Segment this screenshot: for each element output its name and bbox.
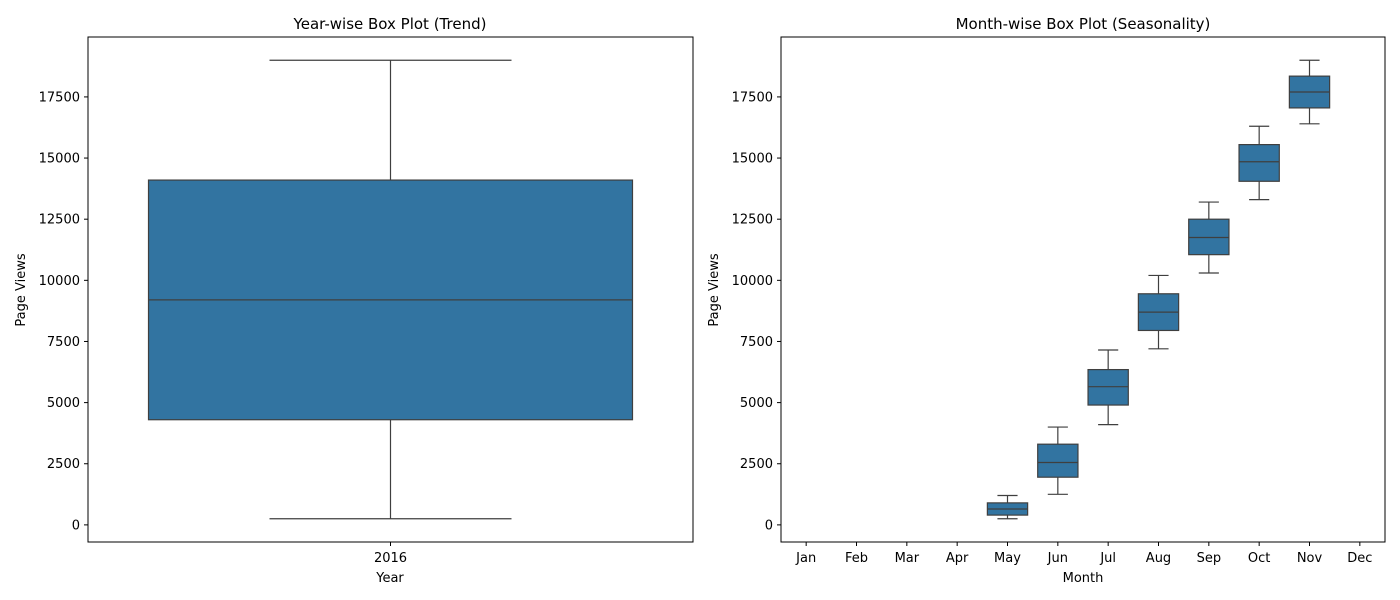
plot-area: 0 2500 5000 7500 10000 12500 15000 17500 2016 [39, 36, 694, 566]
y-tick-label: 0 [72, 518, 80, 533]
box-nov [1288, 59, 1331, 125]
chart-year-wise: Year-wise Box Plot (Trend) Page Views Ye… [14, 15, 694, 586]
x-tick-label: Jun [1047, 551, 1068, 566]
y-tick-label: 7500 [47, 335, 80, 350]
axes-frame [780, 36, 1386, 543]
y-tick-label: 0 [765, 518, 773, 533]
chart-month-wise: Month-wise Box Plot (Seasonality) Page V… [707, 15, 1386, 586]
y-tick-label: 10000 [732, 274, 773, 289]
x-tick-label: May [994, 551, 1021, 566]
x-tick-label: Mar [895, 551, 920, 566]
y-tick-label: 12500 [732, 213, 773, 228]
x-tick-label: Aug [1146, 551, 1171, 566]
y-tick-label: 12500 [39, 213, 80, 228]
chart-title: Month-wise Box Plot (Seasonality) [956, 15, 1211, 33]
y-axis-label: Page Views [707, 253, 722, 326]
x-axis-label: Month [1063, 571, 1104, 586]
y-tick-label: 2500 [47, 457, 80, 472]
box-body [1087, 368, 1129, 406]
y-tick-label: 10000 [39, 274, 80, 289]
box-2016 [147, 59, 634, 520]
box-may [986, 494, 1029, 520]
x-tick-label: Jan [795, 551, 816, 566]
plot-area: 0 2500 5000 7500 10000 12500 15000 17500 Jan Feb M… [732, 36, 1386, 566]
y-tick-label: 15000 [732, 152, 773, 167]
x-tick-label: Jul [1099, 551, 1116, 566]
x-tick-label: Sep [1197, 551, 1222, 566]
y-tick-label: 17500 [39, 90, 80, 105]
y-axis-label: Page Views [14, 253, 29, 326]
box-body [1188, 218, 1230, 256]
box-body [1037, 443, 1079, 478]
box-sep [1188, 201, 1230, 274]
chart-title: Year-wise Box Plot (Trend) [293, 15, 487, 33]
x-tick-label: 2016 [374, 551, 407, 566]
box-oct [1238, 125, 1280, 201]
y-tick-label: 5000 [740, 396, 773, 411]
box-aug [1137, 274, 1180, 350]
x-tick-label: Apr [946, 551, 969, 566]
x-tick-label: Nov [1297, 551, 1323, 566]
box-jun [1037, 426, 1079, 495]
x-axis-label: Year [375, 571, 404, 586]
y-tick-label: 17500 [732, 90, 773, 105]
y-tick-label: 7500 [740, 335, 773, 350]
y-tick-label: 15000 [39, 152, 80, 167]
x-tick-label: Feb [845, 551, 868, 566]
y-tick-label: 5000 [47, 396, 80, 411]
box-jul [1087, 349, 1129, 426]
y-tick-label: 2500 [740, 457, 773, 472]
x-tick-label: Dec [1347, 551, 1372, 566]
box-body [1238, 144, 1280, 182]
x-tick-label: Oct [1248, 551, 1270, 566]
